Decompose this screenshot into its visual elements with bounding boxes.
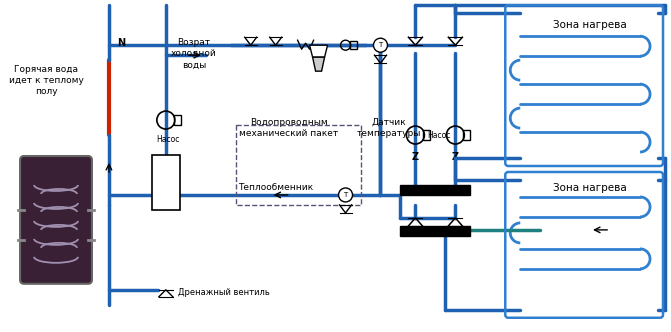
- Text: T: T: [378, 42, 382, 48]
- Text: Возрат
холодной
воды: Возрат холодной воды: [171, 38, 217, 69]
- Text: Теплообменник: Теплообменник: [238, 184, 313, 193]
- Bar: [464, 130, 470, 140]
- Polygon shape: [401, 226, 470, 236]
- Bar: [152, 155, 180, 210]
- Text: Насос: Насос: [156, 135, 180, 144]
- Circle shape: [374, 38, 387, 52]
- Text: Z: Z: [412, 152, 419, 162]
- FancyBboxPatch shape: [20, 156, 92, 284]
- Text: N: N: [117, 38, 125, 48]
- Bar: [174, 115, 180, 125]
- Text: Насос: Насос: [427, 130, 451, 139]
- Text: Датчик
температуры: Датчик температуры: [356, 118, 421, 138]
- Text: Зона нагрева: Зона нагрева: [554, 183, 627, 193]
- Circle shape: [339, 188, 352, 202]
- Text: T: T: [344, 192, 348, 198]
- Polygon shape: [309, 45, 327, 57]
- Text: Зона нагрева: Зона нагрева: [554, 20, 627, 30]
- Text: Горячая вода
идет к теплому
полу: Горячая вода идет к теплому полу: [9, 65, 83, 96]
- Bar: [350, 41, 356, 49]
- Text: Водопроводным
механический пакет: Водопроводным механический пакет: [239, 118, 338, 138]
- Bar: [423, 130, 430, 140]
- Polygon shape: [401, 185, 470, 195]
- Text: Дренажный вентиль: Дренажный вентиль: [178, 288, 270, 297]
- Text: Z: Z: [452, 152, 459, 162]
- Polygon shape: [313, 57, 325, 71]
